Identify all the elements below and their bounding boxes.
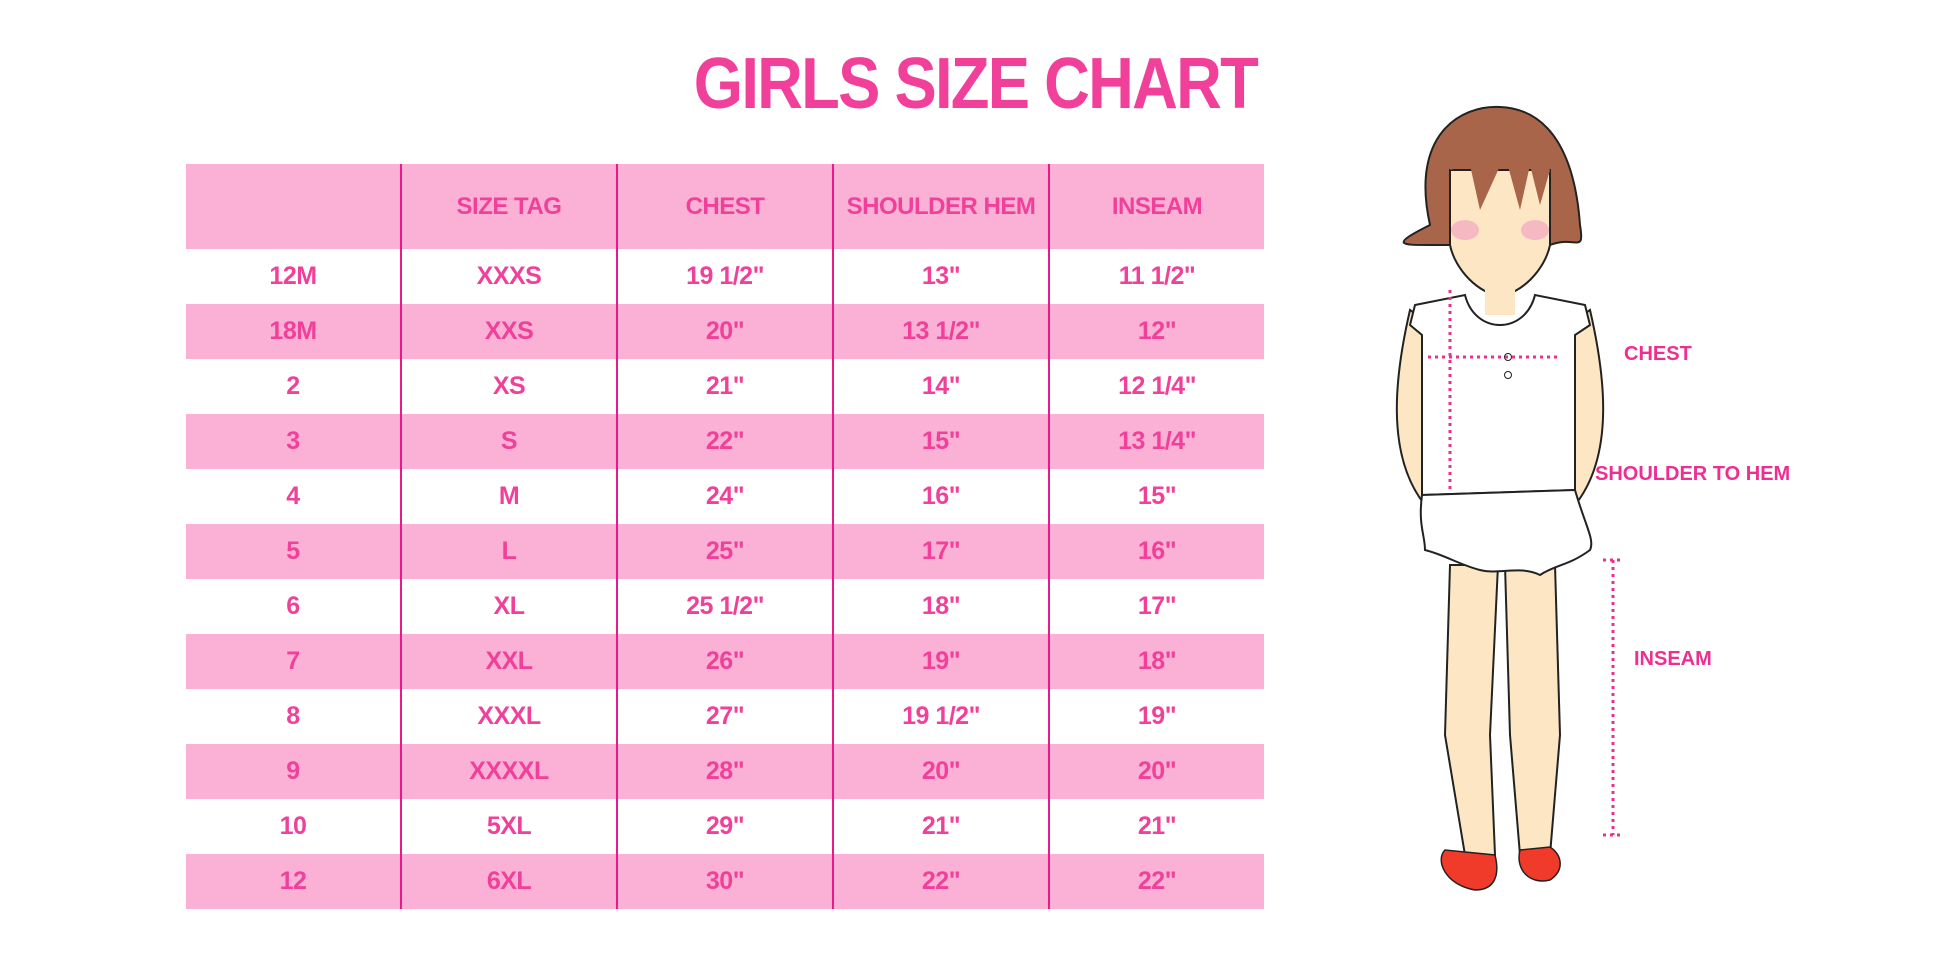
- table-cell: 22": [1048, 854, 1264, 909]
- table-cell: XXS: [400, 304, 617, 359]
- table-cell: 7: [186, 634, 401, 689]
- table-cell: 15": [1048, 469, 1264, 524]
- table-cell: 29": [616, 799, 833, 854]
- table-row: 12 6XL 30" 22" 22": [186, 854, 1264, 909]
- table-row: 12M XXXS 19 1/2" 13" 11 1/2": [186, 249, 1264, 304]
- table-cell: 5XL: [400, 799, 617, 854]
- button: [1504, 371, 1512, 379]
- table-cell: 12": [1048, 304, 1264, 359]
- table-header-row: SIZE TAG CHEST SHOULDER HEM INSEAM: [186, 164, 1264, 249]
- table-cell: 11 1/2": [1048, 249, 1264, 304]
- bloomers: [1419, 488, 1593, 577]
- table-row: 18M XXS 20" 13 1/2" 12": [186, 304, 1264, 359]
- chest-label: CHEST: [1624, 343, 1692, 365]
- table-row: 4 M 24" 16" 15": [186, 469, 1264, 524]
- table-cell: L: [400, 524, 617, 579]
- table-cell: 25": [616, 524, 833, 579]
- table-cell: 17": [832, 524, 1049, 579]
- table-cell: 4: [286, 482, 300, 510]
- table-row: 5 L 25" 17" 16": [186, 524, 1264, 579]
- column-header: [186, 164, 401, 249]
- table-cell: XXXL: [400, 689, 617, 744]
- inseam-label: INSEAM: [1634, 648, 1712, 670]
- table-cell: 27": [616, 689, 833, 744]
- table-cell: 28": [616, 744, 833, 799]
- table-cell: 17": [1048, 579, 1264, 634]
- table-cell: 20": [1048, 744, 1264, 799]
- table-cell: 10: [279, 812, 307, 840]
- table-cell: 13 1/4": [1048, 414, 1264, 469]
- table-cell: 12 1/4": [1048, 359, 1264, 414]
- table-cell: 13 1/2": [832, 304, 1049, 359]
- table-cell: 24": [616, 469, 833, 524]
- table-cell: 16": [1048, 524, 1264, 579]
- table-cell: XXXS: [400, 249, 617, 304]
- table-row: 9 XXXXL 28" 20" 20": [186, 744, 1264, 799]
- table-cell: 13": [832, 249, 1049, 304]
- leg: [1443, 564, 1500, 856]
- girl-illustration: [1395, 105, 1623, 891]
- column-header: INSEAM: [1048, 164, 1264, 249]
- table-cell: S: [400, 414, 617, 469]
- table-cell: 21": [1048, 799, 1264, 854]
- table-cell: 22": [832, 854, 1049, 909]
- table-cell: M: [400, 469, 617, 524]
- table-cell: 26": [616, 634, 833, 689]
- table-cell: XL: [400, 579, 617, 634]
- shirt: [1408, 293, 1592, 497]
- table-row: 2 XS 21" 14" 12 1/4": [186, 359, 1264, 414]
- table-cell: 3: [186, 414, 401, 469]
- cheek: [1521, 220, 1549, 240]
- table-row: 6 XL 25 1/2" 18" 17": [186, 579, 1264, 634]
- table-cell: 15": [832, 414, 1049, 469]
- table-row: 3 S 22" 15" 13 1/4": [186, 414, 1264, 469]
- table-row: 10 5XL 29" 21" 21": [186, 799, 1264, 854]
- table-cell: 18M: [186, 304, 401, 359]
- page-title: GIRLS SIZE CHART: [693, 44, 1259, 124]
- table-cell: 12M: [269, 262, 317, 290]
- leg: [1503, 564, 1562, 856]
- table-cell: 20": [616, 304, 833, 359]
- table-cell: 25 1/2": [616, 579, 833, 634]
- table-cell: 18": [832, 579, 1049, 634]
- table-cell: 6XL: [400, 854, 617, 909]
- table-cell: 12: [186, 854, 401, 909]
- table-cell: 8: [286, 702, 300, 730]
- table-cell: 21": [616, 359, 833, 414]
- table-cell: 30": [616, 854, 833, 909]
- shoe: [1518, 846, 1561, 882]
- size-chart-table: SIZE TAG CHEST SHOULDER HEM INSEAM 12M XXXS 1…: [186, 164, 1264, 909]
- table-cell: XS: [400, 359, 617, 414]
- cheek: [1451, 220, 1479, 240]
- table-cell: 19": [1048, 689, 1264, 744]
- table-cell: 5: [186, 524, 401, 579]
- table-row: 7 XXL 26" 19" 18": [186, 634, 1264, 689]
- column-header: SIZE TAG: [400, 164, 617, 249]
- table-cell: 19": [832, 634, 1049, 689]
- table-cell: 9: [186, 744, 401, 799]
- shoe: [1440, 849, 1498, 891]
- table-cell: 19 1/2": [832, 689, 1049, 744]
- table-cell: 16": [832, 469, 1049, 524]
- column-header: SHOULDER HEM: [832, 164, 1049, 249]
- table-cell: 6: [286, 592, 300, 620]
- neck: [1485, 290, 1515, 315]
- table-cell: 2: [286, 372, 300, 400]
- table-row: 8 XXXL 27" 19 1/2" 19": [186, 689, 1264, 744]
- table-cell: XXXXL: [400, 744, 617, 799]
- table-cell: 14": [832, 359, 1049, 414]
- table-cell: 19 1/2": [616, 249, 833, 304]
- table-cell: 20": [832, 744, 1049, 799]
- button: [1504, 353, 1512, 361]
- table-cell: 21": [832, 799, 1049, 854]
- table-cell: 18": [1048, 634, 1264, 689]
- table-cell: XXL: [400, 634, 617, 689]
- table-cell: 22": [616, 414, 833, 469]
- bangs: [1450, 155, 1550, 210]
- column-header: CHEST: [616, 164, 833, 249]
- shoulder-to-hem-label: SHOULDER TO HEM: [1595, 463, 1791, 485]
